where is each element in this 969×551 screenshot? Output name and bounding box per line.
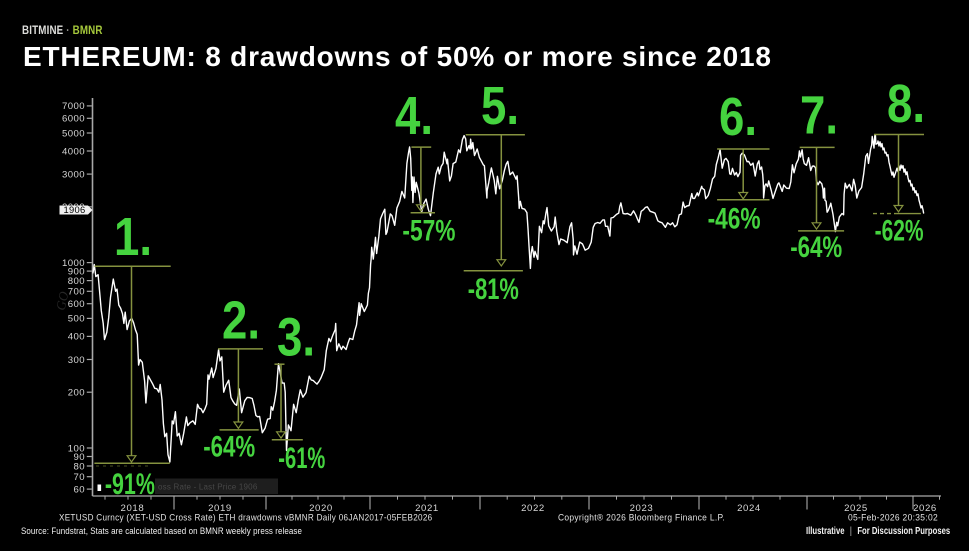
svg-text:1906: 1906 bbox=[63, 204, 85, 215]
svg-text:900: 900 bbox=[68, 266, 85, 277]
svg-text:-62%: -62% bbox=[875, 214, 924, 247]
svg-text:-81%: -81% bbox=[468, 273, 519, 306]
svg-text:-64%: -64% bbox=[790, 231, 842, 264]
svg-text:6.: 6. bbox=[719, 87, 757, 147]
svg-text:100: 100 bbox=[68, 443, 85, 454]
svg-text:-57%: -57% bbox=[402, 215, 455, 248]
svg-text:-91%: -91% bbox=[105, 468, 155, 501]
svg-text:2026: 2026 bbox=[913, 503, 937, 514]
svg-text:2025: 2025 bbox=[844, 503, 868, 514]
svg-text:200: 200 bbox=[68, 388, 85, 399]
svg-text:XETUSD Curncy (XET-USD Cross R: XETUSD Curncy (XET-USD Cross Rate) ETH d… bbox=[59, 512, 433, 523]
svg-text:2022: 2022 bbox=[521, 503, 545, 514]
svg-text:4.: 4. bbox=[395, 86, 433, 146]
svg-text:2.: 2. bbox=[222, 291, 260, 351]
svg-text:2021: 2021 bbox=[415, 503, 439, 514]
svg-text:800: 800 bbox=[68, 276, 85, 287]
svg-text:6000: 6000 bbox=[62, 114, 85, 125]
svg-text:Copyright® 2026 Bloomberg Fina: Copyright® 2026 Bloomberg Finance L.P. bbox=[558, 512, 725, 523]
svg-text:3000: 3000 bbox=[62, 169, 85, 180]
svg-text:2020: 2020 bbox=[309, 503, 333, 514]
svg-text:5000: 5000 bbox=[62, 128, 85, 139]
svg-text:4000: 4000 bbox=[62, 146, 85, 157]
svg-text:2018: 2018 bbox=[121, 503, 145, 514]
svg-text:2019: 2019 bbox=[208, 503, 232, 514]
svg-text:500: 500 bbox=[68, 314, 85, 325]
svg-text:90: 90 bbox=[74, 452, 85, 463]
svg-text:5.: 5. bbox=[481, 76, 519, 136]
svg-text:600: 600 bbox=[68, 299, 85, 310]
svg-text:-61%: -61% bbox=[278, 442, 325, 475]
svg-text:05-Feb-2026 20:35:02: 05-Feb-2026 20:35:02 bbox=[848, 512, 938, 523]
svg-text:300: 300 bbox=[68, 355, 85, 366]
svg-text:80: 80 bbox=[74, 461, 85, 472]
svg-text:3.: 3. bbox=[277, 307, 315, 367]
svg-text:70: 70 bbox=[74, 472, 85, 483]
svg-text:2023: 2023 bbox=[630, 503, 654, 514]
svg-text:8.: 8. bbox=[887, 74, 925, 134]
svg-text:1.: 1. bbox=[114, 207, 152, 267]
svg-text:-46%: -46% bbox=[708, 202, 761, 235]
svg-text:60: 60 bbox=[74, 484, 85, 495]
svg-text:400: 400 bbox=[68, 332, 85, 343]
svg-text:oss Rate - Last Price 1906: oss Rate - Last Price 1906 bbox=[158, 482, 258, 491]
svg-text:1000: 1000 bbox=[62, 258, 85, 269]
svg-text:7.: 7. bbox=[800, 86, 838, 146]
svg-text:-64%: -64% bbox=[203, 431, 255, 464]
svg-text:7000: 7000 bbox=[62, 101, 85, 112]
svg-text:GO: GO bbox=[53, 289, 72, 311]
svg-text:700: 700 bbox=[68, 287, 85, 298]
svg-text:2024: 2024 bbox=[737, 503, 761, 514]
